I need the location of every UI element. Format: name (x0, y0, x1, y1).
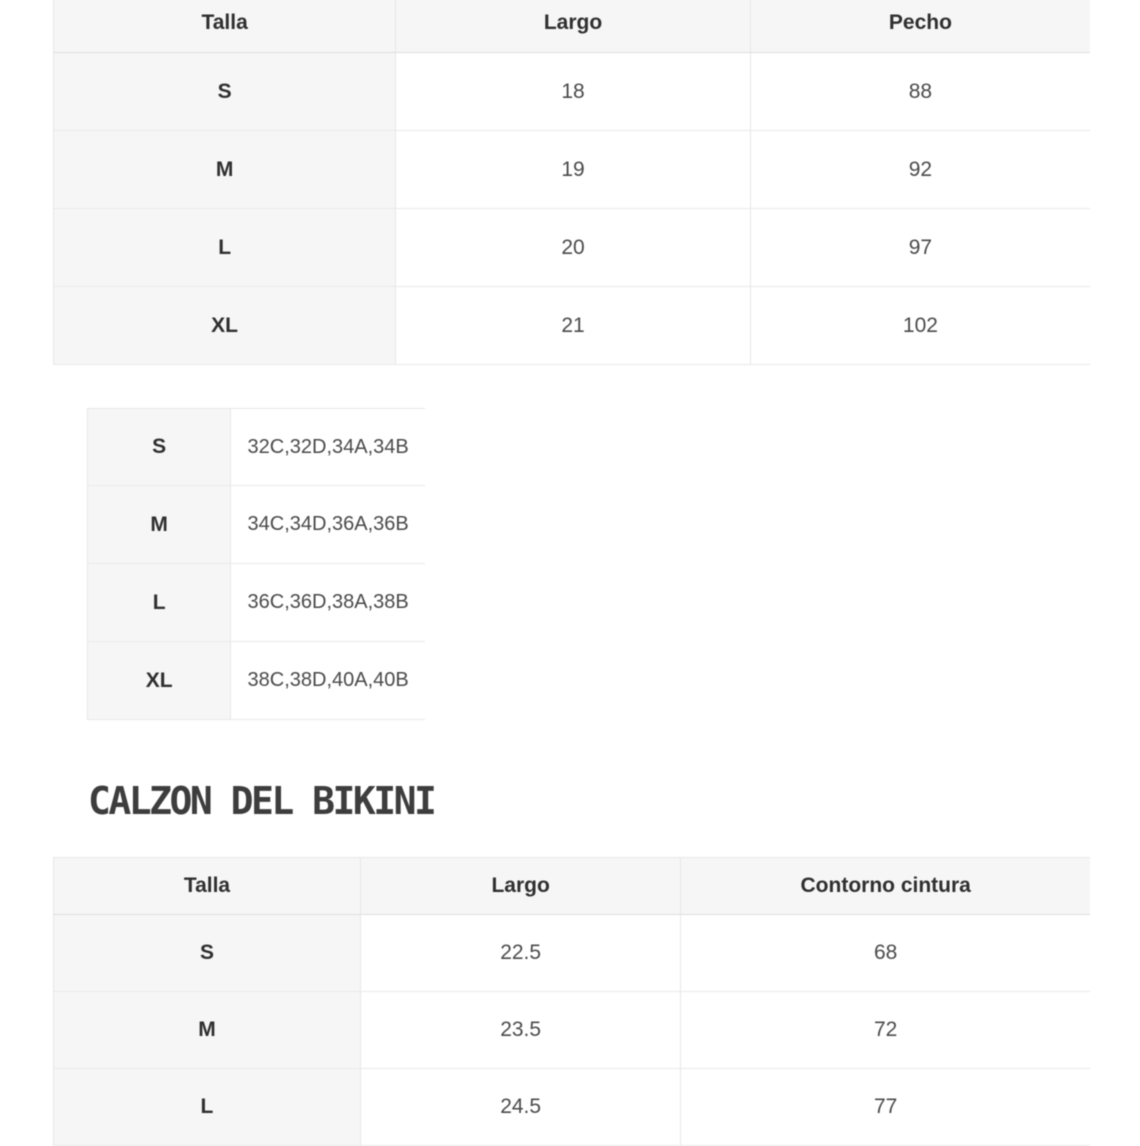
size-cell: M (53, 131, 396, 209)
table-row-m: M 19 92 (53, 131, 1090, 209)
size-cell: XL (53, 287, 396, 365)
value-cell: 68 (680, 915, 1090, 992)
value-cell: 20 (395, 209, 750, 287)
bikini-top-size-table: Talla Largo Pecho S 18 88 M 19 92 L 20 9… (53, 0, 1090, 365)
size-cell: XL (87, 642, 231, 720)
value-cell: 88 (749, 53, 1090, 131)
size-cell: S (53, 915, 360, 992)
table-row-s: S 18 88 (53, 53, 1090, 131)
value-cell: 23.5 (359, 992, 681, 1069)
value-cell: 24.5 (359, 1069, 681, 1146)
header-cell-largo: Largo (395, 0, 750, 53)
cup-size-table: S 32C,32D,34A,34B M 34C,34D,36A,36B L 36… (87, 408, 425, 720)
value-cell: 19 (395, 131, 750, 209)
header-cell-talla: Talla (53, 857, 360, 915)
value-cell: 72 (680, 992, 1090, 1069)
value-cell: 77 (680, 1069, 1090, 1146)
table-row-m: M 23.5 72 (53, 992, 1090, 1069)
value-cell: 22.5 (359, 915, 681, 992)
size-cell: M (53, 992, 360, 1069)
value-cell: 21 (395, 287, 750, 365)
table-row-s: S 22.5 68 (53, 915, 1090, 992)
table-row-xl: XL 21 102 (53, 287, 1090, 365)
table-header-row: Talla Largo Pecho (53, 0, 1090, 53)
cup-values-cell: 34C,34D,36A,36B (230, 486, 425, 564)
table-row-m: M 34C,34D,36A,36B (87, 486, 425, 564)
bikini-bottom-size-table: Talla Largo Contorno cintura S 22.5 68 M… (53, 857, 1090, 1146)
size-cell: S (53, 53, 396, 131)
size-cell: M (87, 486, 231, 564)
table-row-l: L 36C,36D,38A,38B (87, 564, 425, 642)
table-row-xl: XL 38C,38D,40A,40B (87, 642, 425, 720)
value-cell: 97 (749, 209, 1090, 287)
value-cell: 18 (395, 53, 750, 131)
cup-values-cell: 36C,36D,38A,38B (230, 564, 425, 642)
header-cell-largo: Largo (359, 857, 681, 915)
size-cell: S (87, 408, 231, 486)
cup-values-cell: 32C,32D,34A,34B (230, 408, 425, 486)
header-cell-contorno-cintura: Contorno cintura (680, 857, 1090, 915)
table-row-s: S 32C,32D,34A,34B (87, 408, 425, 486)
cup-values-cell: 38C,38D,40A,40B (230, 642, 425, 720)
header-cell-pecho: Pecho (749, 0, 1090, 53)
table-row-l: L 24.5 77 (53, 1069, 1090, 1146)
value-cell: 92 (749, 131, 1090, 209)
size-cell: L (53, 209, 396, 287)
size-cell: L (53, 1069, 360, 1146)
section-heading-calzon-del-bikini: CALZON DEL BIKINI (88, 779, 437, 823)
table-header-row: Talla Largo Contorno cintura (53, 857, 1090, 915)
table-row-l: L 20 97 (53, 209, 1090, 287)
header-cell-talla: Talla (53, 0, 396, 53)
value-cell: 102 (749, 287, 1090, 365)
size-cell: L (87, 564, 231, 642)
